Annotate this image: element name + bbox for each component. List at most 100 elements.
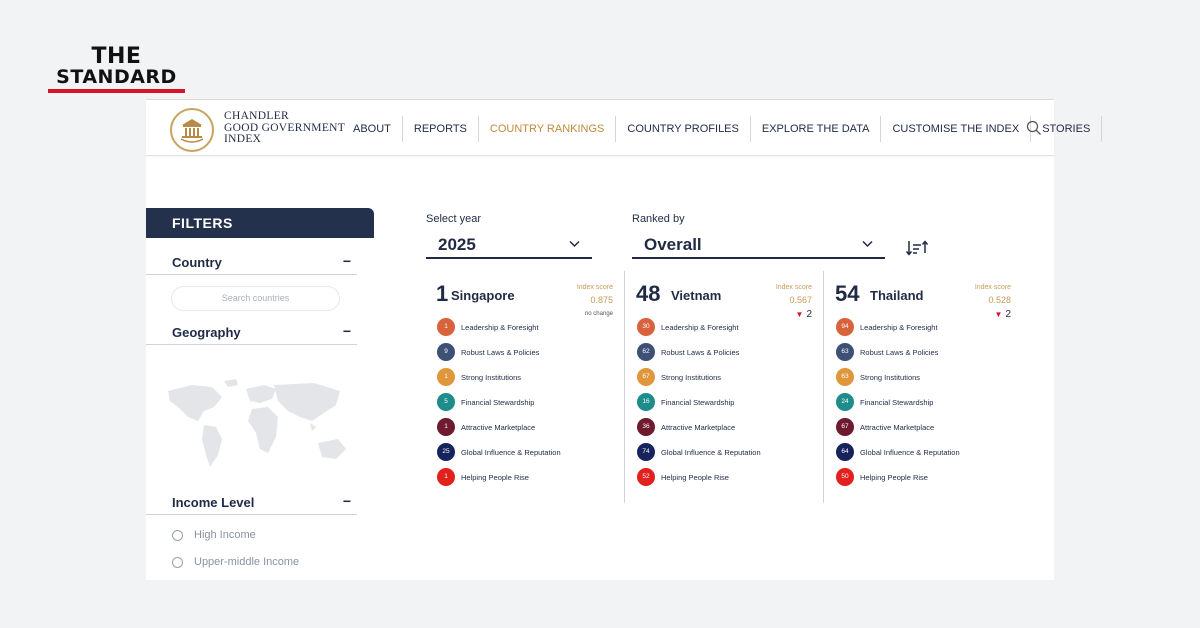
country-card-singapore[interactable]: 1 Singapore Index score 0.875 no change …: [425, 271, 623, 503]
pillar-label: Attractive Marketplace: [661, 422, 736, 432]
pillar-laws: 62 Robust Laws & Policies: [637, 343, 739, 361]
search-countries-input[interactable]: Search countries: [172, 287, 339, 310]
index-score-label: Index score: [974, 284, 1011, 291]
country-rank: 48: [636, 281, 661, 306]
pillar-label: Leadership & Foresight: [661, 322, 739, 332]
wordmark-line: CHANDLER: [224, 110, 290, 122]
pillar-label: Financial Stewardship: [461, 397, 535, 407]
pillar-global-influence: 64 Global Influence & Reputation: [836, 443, 960, 461]
the-standard-logo[interactable]: THE STANDARD: [48, 46, 185, 93]
filter-income-label: Income Level: [172, 495, 255, 510]
pillar-label: Helping People Rise: [461, 472, 529, 482]
country-card-vietnam[interactable]: 48 Vietnam Index score 0.567 ▼ 2 30 Leade…: [624, 271, 822, 503]
pillar-financial: 16 Financial Stewardship: [637, 393, 734, 411]
nav-reports[interactable]: REPORTS: [403, 115, 479, 142]
logo-line-2: STANDARD: [56, 66, 177, 88]
index-score-label: Index score: [576, 284, 613, 291]
country-name: Vietnam: [671, 288, 722, 303]
pillar-rank-badge: 74: [637, 443, 655, 461]
pillar-institutions: 63 Strong Institutions: [836, 368, 920, 386]
income-option-high[interactable]: High Income: [172, 529, 256, 541]
pillar-rank-badge: 67: [836, 418, 854, 436]
pillar-rank-badge: 64: [836, 443, 854, 461]
index-score-value: 0.528: [988, 295, 1011, 305]
rank-change: ▼ 2: [796, 309, 812, 320]
cggi-wordmark[interactable]: CHANDLER GOOD GOVERNMENT INDEX: [224, 110, 346, 146]
pillar-rank-badge: 25: [437, 443, 455, 461]
pillar-leadership: 1 Leadership & Foresight: [437, 318, 539, 336]
income-option-label: Upper-middle Income: [194, 556, 300, 568]
rank-change: no change: [584, 311, 613, 317]
country-rank: 54: [835, 281, 860, 306]
search-icon[interactable]: [1026, 120, 1042, 136]
chevron-down-icon: [862, 240, 873, 248]
filter-geography-toggle[interactable]: Geography −: [146, 321, 357, 345]
index-score-label: Index score: [775, 284, 812, 291]
pillar-rank-badge: 9: [437, 343, 455, 361]
pillar-institutions: 1 Strong Institutions: [437, 368, 521, 386]
pillar-rank-badge: 1: [437, 368, 455, 386]
pillar-label: Financial Stewardship: [661, 397, 735, 407]
pillared-building-icon: [180, 119, 204, 143]
filter-income-toggle[interactable]: Income Level −: [146, 491, 357, 515]
country-card-thailand[interactable]: 54 Thailand Index score 0.528 ▼ 2 94 Lead…: [823, 271, 1021, 503]
nav-about[interactable]: ABOUT: [342, 115, 403, 142]
income-option-upper-middle[interactable]: Upper-middle Income: [172, 556, 299, 568]
pillar-label: Attractive Marketplace: [860, 422, 935, 432]
rank-change-value: 2: [806, 309, 812, 320]
pillar-leadership: 30 Leadership & Foresight: [637, 318, 739, 336]
year-select-value: 2025: [438, 235, 476, 254]
pillar-leadership: 94 Leadership & Foresight: [836, 318, 938, 336]
ranked-by-select[interactable]: Overall: [632, 235, 885, 259]
country-rank: 1: [436, 281, 449, 306]
ranked-by-value: Overall: [644, 235, 702, 254]
pillar-label: Attractive Marketplace: [461, 422, 536, 432]
filter-geography-label: Geography: [172, 325, 241, 340]
filter-country-label: Country: [172, 255, 222, 270]
down-triangle-icon: ▼: [994, 310, 1003, 319]
pillar-label: Global Influence & Reputation: [661, 447, 761, 457]
pillar-global-influence: 25 Global Influence & Reputation: [437, 443, 561, 461]
pillar-rank-badge: 1: [437, 468, 455, 486]
pillar-label: Strong Institutions: [461, 372, 522, 382]
ranked-by-label: Ranked by: [632, 213, 685, 225]
pillar-laws: 9 Robust Laws & Policies: [437, 343, 539, 361]
pillar-rank-badge: 62: [637, 343, 655, 361]
nav-stories[interactable]: STORIES: [1031, 115, 1103, 142]
logo-underline: [48, 89, 185, 93]
pillar-label: Financial Stewardship: [860, 397, 934, 407]
pillar-rank-badge: 36: [637, 418, 655, 436]
radio-icon[interactable]: [172, 529, 183, 541]
pillar-rank-badge: 67: [637, 368, 655, 386]
pillar-label: Helping People Rise: [661, 472, 729, 482]
main-nav: ABOUT REPORTS COUNTRY RANKINGS COUNTRY P…: [342, 100, 1103, 157]
chevron-down-icon: [569, 240, 580, 248]
nav-country-rankings[interactable]: COUNTRY RANKINGS: [479, 115, 617, 142]
pillar-rank-badge: 16: [637, 393, 655, 411]
sort-order-icon[interactable]: [906, 239, 928, 257]
collapse-minus-icon[interactable]: −: [342, 323, 351, 339]
cggi-emblem-icon[interactable]: [170, 108, 214, 152]
wordmark-line: INDEX: [224, 133, 262, 145]
nav-customise-the-index[interactable]: CUSTOMISE THE INDEX: [881, 115, 1032, 142]
collapse-minus-icon[interactable]: −: [342, 253, 351, 269]
nav-country-profiles[interactable]: COUNTRY PROFILES: [616, 115, 751, 142]
pillar-rank-badge: 1: [437, 418, 455, 436]
nav-explore-the-data[interactable]: EXPLORE THE DATA: [751, 115, 882, 142]
world-map-icon[interactable]: [164, 377, 354, 477]
pillar-institutions: 67 Strong Institutions: [637, 368, 721, 386]
collapse-minus-icon[interactable]: −: [342, 493, 351, 509]
pillar-financial: 5 Financial Stewardship: [437, 393, 534, 411]
pillar-label: Strong Institutions: [661, 372, 722, 382]
pillar-rank-badge: 30: [637, 318, 655, 336]
pillar-financial: 24 Financial Stewardship: [836, 393, 933, 411]
radio-icon[interactable]: [172, 556, 183, 568]
pillar-label: Leadership & Foresight: [860, 322, 938, 332]
wordmark-line: GOOD GOVERNMENT: [224, 121, 346, 134]
pillar-global-influence: 74 Global Influence & Reputation: [637, 443, 761, 461]
pillar-rank-badge: 5: [437, 393, 455, 411]
filter-country-toggle[interactable]: Country −: [146, 251, 357, 275]
pillar-rank-badge: 63: [836, 368, 854, 386]
year-select[interactable]: 2025: [426, 235, 592, 259]
pillar-helping-people: 50 Helping People Rise: [836, 468, 928, 486]
